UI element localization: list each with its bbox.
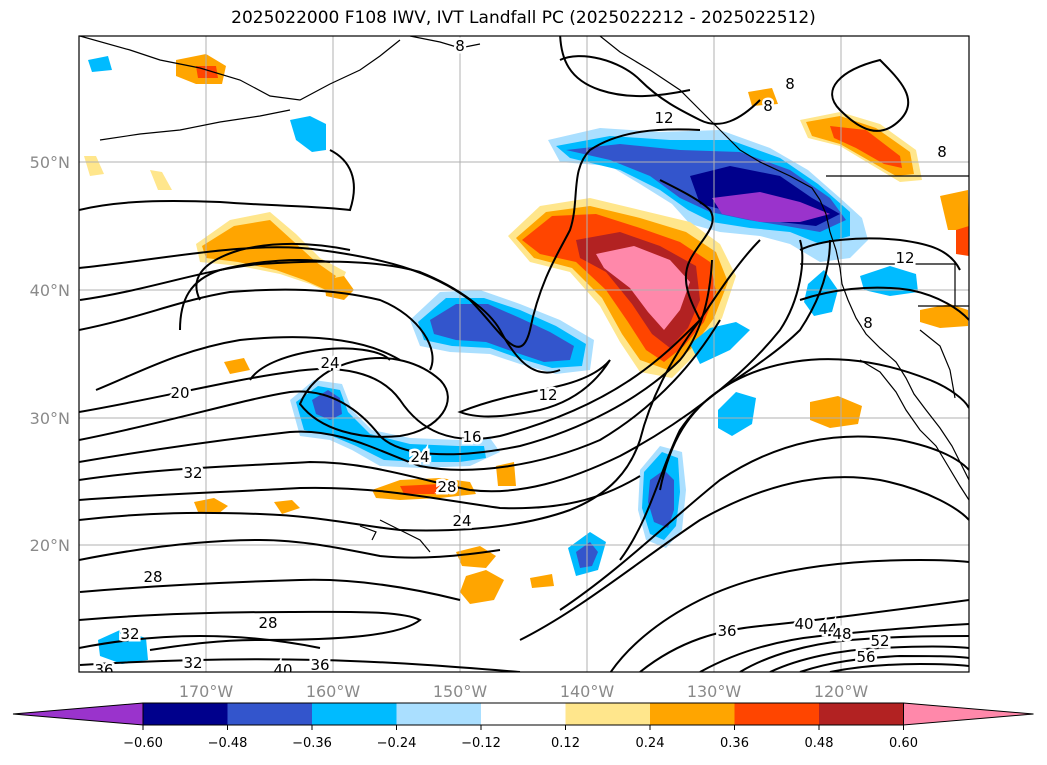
- colorbar-tick-label: −0.48: [208, 736, 248, 751]
- colorbar-extend-low: [12, 702, 144, 726]
- lat-tick-20n: 20°N: [30, 536, 70, 555]
- lat-tick-40n: 40°N: [30, 281, 70, 300]
- contour-label: 12: [654, 109, 673, 127]
- contour-label: 8: [863, 314, 873, 332]
- contour-label: 52: [870, 632, 889, 650]
- colorbar-tick-label: 0.60: [889, 736, 918, 751]
- colorbar-outline: [142, 702, 904, 726]
- lon-tick-150w: 150°W: [433, 682, 488, 701]
- coastlines: [79, 36, 969, 553]
- contour-label: 56: [856, 648, 875, 666]
- colorbar-tick-label: 0.12: [551, 736, 580, 751]
- contour-label: 8: [937, 143, 947, 161]
- contour-label: 16: [462, 428, 481, 446]
- graticule: [79, 36, 969, 672]
- contour-label: 12: [895, 249, 914, 267]
- contour-label: 8: [455, 37, 465, 55]
- contour-label: 48: [832, 625, 851, 643]
- colorbar-tick-label: −0.24: [377, 736, 417, 751]
- colorbar-extend-high: [903, 702, 1034, 726]
- contour-label: 20: [170, 384, 189, 402]
- colorbar-tick-label: 0.24: [636, 736, 665, 751]
- contour-label: 32: [183, 654, 202, 672]
- contour-label: 28: [143, 568, 162, 586]
- colorbar-tick-label: −0.60: [123, 736, 163, 751]
- colorbar-tick-label: −0.12: [461, 736, 501, 751]
- contour-label: 24: [320, 354, 339, 372]
- colorbar-segment: [819, 703, 904, 725]
- contour-label: 24: [410, 448, 429, 466]
- colorbar-segment: [481, 703, 566, 725]
- colorbar: −0.60 −0.48 −0.36 −0.24 −0.12 0.12 0.24 0.36 0.4…: [12, 702, 1034, 751]
- lon-tick-130w: 130°W: [687, 682, 742, 701]
- lon-tick-160w: 160°W: [306, 682, 361, 701]
- lon-tick-120w: 120°W: [814, 682, 869, 701]
- contour-label: 36: [94, 661, 113, 679]
- colorbar-tick-label: 0.36: [720, 736, 749, 751]
- colorbar-segment: [312, 703, 397, 725]
- colorbar-segment: [143, 703, 228, 725]
- contour-label: 36: [310, 656, 329, 674]
- contour-label: 32: [183, 464, 202, 482]
- colorbar-tick-label: 0.48: [805, 736, 834, 751]
- colorbar-segment: [650, 703, 735, 725]
- contour-label: 28: [437, 478, 456, 496]
- lat-tick-30n: 30°N: [30, 409, 70, 428]
- contour-label: 12: [538, 386, 557, 404]
- map-title: 2025022000 F108 IWV, IVT Landfall PC (20…: [231, 8, 816, 28]
- contour-label: 44: [818, 620, 837, 638]
- contour-label: 32: [120, 625, 139, 643]
- contour-label: 36: [717, 622, 736, 640]
- iwv-contours: [79, 36, 969, 672]
- lat-tick-50n: 50°N: [30, 153, 70, 172]
- longitude-tick-labels: 170°W 160°W 150°W 140°W 130°W 120°W: [179, 682, 869, 701]
- lon-tick-140w: 140°W: [560, 682, 615, 701]
- colorbar-segment: [565, 703, 650, 725]
- lon-tick-170w: 170°W: [179, 682, 234, 701]
- colorbar-segment: [227, 703, 312, 725]
- contour-label: 40: [273, 661, 292, 679]
- colorbar-segment: [734, 703, 819, 725]
- colorbar-tick-label: −0.36: [292, 736, 332, 751]
- plot-frame: [78, 35, 970, 673]
- contour-label: 8: [785, 75, 795, 93]
- contour-label: 28: [258, 614, 277, 632]
- colorbar-segment: [396, 703, 481, 725]
- contour-labels: 12 12 12 16 20 24 24 24 28 28 28 32 32 32 36 40 36 36 40 44…: [92, 36, 949, 679]
- contour-label: 40: [794, 615, 813, 633]
- latitude-tick-labels: 50°N 40°N 30°N 20°N: [30, 153, 70, 555]
- contour-label: 8: [763, 97, 773, 115]
- contour-label: 24: [452, 512, 471, 530]
